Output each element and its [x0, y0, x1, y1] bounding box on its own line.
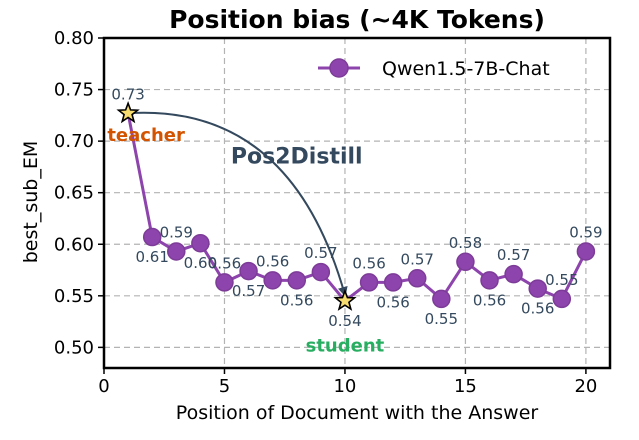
data-label: 0.56: [208, 254, 241, 272]
star-marker: [333, 288, 357, 311]
annotation-teacher: teacher: [107, 125, 185, 146]
annotations: teacher student Pos2Distill: [107, 125, 384, 356]
y-tick-label: 0.55: [54, 286, 94, 307]
data-labels: 0.730.610.590.600.560.570.560.560.570.54…: [111, 85, 602, 330]
data-point: [287, 271, 307, 290]
data-label: 0.56: [521, 300, 554, 318]
annotation-student: student: [306, 335, 385, 356]
arrow-layer: [128, 111, 348, 297]
data-label: 0.59: [160, 223, 193, 241]
annotation-pos2distill: Pos2Distill: [231, 144, 363, 169]
y-tick-label: 0.65: [54, 183, 94, 204]
x-tick-label: 20: [574, 376, 597, 397]
data-label: 0.56: [352, 254, 385, 272]
data-point: [311, 262, 331, 282]
data-point: [552, 289, 572, 309]
legend-label: Qwen1.5-7B-Chat: [382, 58, 550, 80]
y-tick-label: 0.60: [54, 234, 94, 255]
data-label: 0.55: [425, 310, 458, 328]
data-point: [504, 264, 523, 284]
data-point: [407, 269, 427, 288]
data-point: [142, 227, 162, 247]
data-label: 0.56: [280, 291, 313, 309]
data-point: [432, 289, 451, 309]
data-point: [239, 261, 258, 281]
data-point: [167, 242, 186, 261]
x-axis-label: Position of Document with the Answer: [176, 402, 539, 424]
data-point: [456, 252, 475, 272]
x-tick-label: 15: [454, 376, 477, 397]
y-tick-label: 0.50: [54, 337, 94, 358]
series-layer: [116, 100, 596, 311]
x-tick-label: 5: [219, 376, 230, 397]
data-label: 0.60: [184, 254, 217, 272]
y-tick-label: 0.70: [54, 131, 94, 152]
y-axis-label: best_sub_EM: [20, 141, 42, 264]
data-point: [191, 233, 210, 253]
data-label: 0.56: [256, 252, 289, 270]
data-point: [263, 271, 282, 290]
data-label: 0.55: [545, 271, 578, 289]
data-point: [359, 273, 379, 292]
data-point: [528, 279, 547, 298]
data-label: 0.54: [328, 312, 361, 330]
pos2distill-arrow: [128, 111, 348, 297]
data-label: 0.59: [569, 223, 602, 241]
legend: Qwen1.5-7B-Chat: [318, 58, 550, 80]
data-label: 0.57: [304, 244, 337, 262]
chart-title: Position bias (~4K Tokens): [169, 5, 545, 34]
star-marker: [116, 100, 140, 124]
axes: [102, 36, 612, 370]
data-point: [383, 273, 403, 292]
data-label: 0.61: [135, 248, 168, 266]
x-tick-label: 10: [333, 376, 356, 397]
data-label: 0.57: [232, 282, 265, 300]
data-label: 0.56: [376, 293, 409, 311]
x-tick-label: 0: [98, 376, 109, 397]
data-point: [576, 242, 596, 261]
data-point: [480, 271, 499, 290]
data-label: 0.57: [401, 250, 434, 268]
data-label: 0.56: [473, 291, 506, 309]
plot-frame: [102, 36, 612, 370]
legend-marker: [329, 58, 349, 78]
data-label: 0.58: [449, 234, 482, 252]
data-point: [215, 273, 234, 292]
y-tick-label: 0.80: [54, 28, 94, 49]
ticks: 0 5 10 15 20 0.50 0.55 0.60 0.65 0.70 0.75 0.80: [54, 28, 597, 397]
data-label: 0.57: [497, 246, 530, 264]
y-tick-label: 0.75: [54, 80, 94, 101]
data-label: 0.73: [111, 85, 144, 103]
